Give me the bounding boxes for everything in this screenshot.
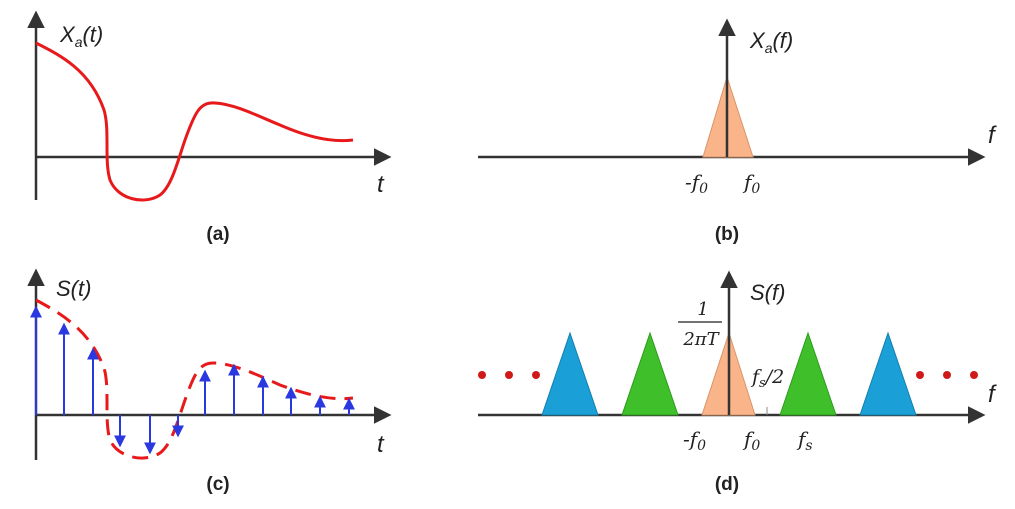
panel-c: S(t) t (c) xyxy=(27,268,392,495)
panel-c-caption: (c) xyxy=(206,474,229,495)
ellipsis-dot xyxy=(970,371,978,379)
ellipsis-dot xyxy=(943,371,951,379)
panel-d-amplitude-label: 1 2πT xyxy=(678,299,722,350)
panel-b-tick-minus-f0: -f0 xyxy=(685,170,708,197)
ellipsis-dot xyxy=(916,371,924,379)
panel-d-tick-minus-f0: -f0 xyxy=(683,427,706,454)
spectrum-image-plus-fs xyxy=(779,331,837,416)
panel-c-envelope xyxy=(35,298,354,460)
panel-d-y-label: S(f) xyxy=(750,280,785,305)
panel-a-analog-signal xyxy=(35,41,354,202)
panel-b-y-label: Xa(f) xyxy=(749,28,793,56)
panel-b-tick-f0: f0 xyxy=(742,170,760,197)
panel-a-caption: (a) xyxy=(206,224,229,245)
amplitude-denominator: 2πT xyxy=(682,329,720,350)
ellipsis-dot xyxy=(532,371,540,379)
panel-a-x-label: t xyxy=(377,171,385,198)
amplitude-numerator: 1 xyxy=(697,299,708,320)
panel-b: Xa(f) f -f0 f0 (b) xyxy=(478,18,997,245)
panel-d-tick-f0: f0 xyxy=(742,427,760,454)
panel-c-x-label: t xyxy=(377,431,385,458)
panel-d-right-dots xyxy=(916,371,978,379)
spectrum-image-plus-2fs xyxy=(859,331,917,416)
panel-d-left-dots xyxy=(478,371,540,379)
panel-a-y-label: Xa(t) xyxy=(59,22,103,50)
panel-b-caption: (b) xyxy=(715,224,739,245)
ellipsis-dot xyxy=(478,371,486,379)
panel-d-x-label: f xyxy=(988,381,997,408)
panel-d-caption: (d) xyxy=(715,474,739,495)
ellipsis-dot xyxy=(505,371,513,379)
panel-a: Xa(t) t (a) xyxy=(27,10,392,245)
panel-c-samples xyxy=(30,305,355,455)
spectrum-image-minus-fs xyxy=(621,331,679,416)
panel-d-half-fs-label: fs/2 xyxy=(750,366,784,391)
panel-c-y-label: S(t) xyxy=(56,276,91,301)
panel-d: S(f) f 1 2πT fs/2 -f0 f0 fs (d) xyxy=(478,270,997,495)
panel-b-x-label: f xyxy=(988,122,997,149)
spectrum-image-minus-2fs xyxy=(541,331,599,416)
panel-d-tick-fs: fs xyxy=(796,427,813,454)
